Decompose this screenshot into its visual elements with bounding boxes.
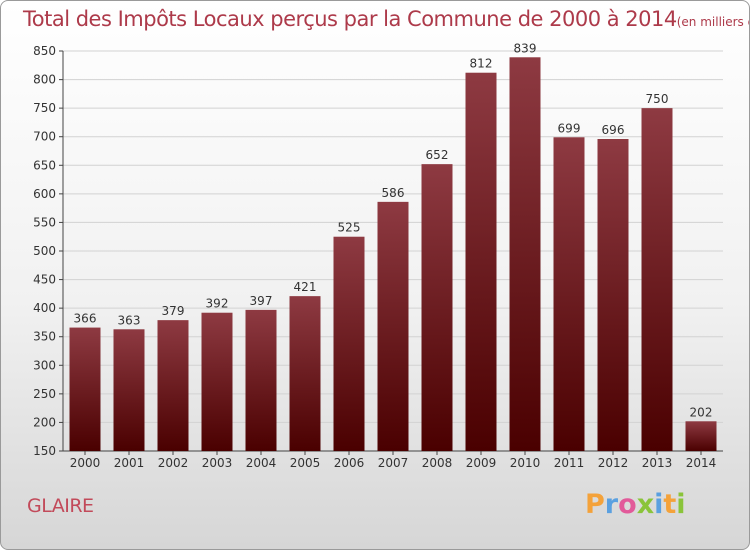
x-tick-label: 2012	[598, 456, 629, 470]
x-tick-label: 2013	[642, 456, 673, 470]
proxiti-logo: Proxiti	[585, 489, 686, 520]
bar	[421, 164, 453, 451]
bar-value-labels: 366 363 379 392 397 421 525 586 652 812 839 699 696 7…	[74, 41, 713, 419]
y-tick-label: 250	[33, 387, 56, 401]
bar	[509, 57, 541, 452]
y-tick-label: 400	[33, 301, 56, 315]
bar-value-label: 366	[74, 312, 97, 326]
bar	[245, 309, 277, 451]
x-tick-label: 2010	[510, 456, 541, 470]
y-tick-label: 550	[33, 215, 56, 229]
x-tick-label: 2014	[686, 456, 717, 470]
y-tick-label: 800	[33, 73, 56, 87]
y-tick-label: 300	[33, 358, 56, 372]
bar	[289, 296, 321, 451]
bar	[113, 329, 145, 451]
logo-letter: P	[585, 489, 605, 520]
x-tick-label: 2005	[290, 456, 321, 470]
y-tick-label: 350	[33, 330, 56, 344]
bar-value-label: 839	[514, 41, 537, 55]
bar	[157, 320, 189, 451]
bar-value-label: 699	[558, 121, 581, 135]
y-tick-label: 850	[33, 44, 56, 58]
y-tick-label: 500	[33, 244, 56, 258]
x-tick-label: 2008	[422, 456, 453, 470]
bar-value-label: 379	[162, 304, 185, 318]
y-tick-label: 600	[33, 187, 56, 201]
chart-title-text: Total des Impôts Locaux perçus par la Co…	[23, 7, 677, 31]
bar-value-label: 525	[338, 221, 361, 235]
y-tick-label: 150	[33, 444, 56, 458]
bar	[641, 108, 673, 452]
x-tick-label: 2004	[246, 456, 277, 470]
bar	[69, 327, 101, 451]
y-tick-label: 700	[33, 130, 56, 144]
bar-value-label: 652	[426, 148, 449, 162]
y-tick-label: 750	[33, 101, 56, 115]
bar-value-label: 421	[294, 280, 317, 294]
y-tick-label: 450	[33, 273, 56, 287]
bar-value-label: 750	[646, 92, 669, 106]
bars	[69, 57, 717, 452]
x-tick-label: 2003	[202, 456, 233, 470]
bar-value-label: 202	[690, 405, 713, 419]
x-tick-label: 2002	[158, 456, 189, 470]
x-tick-label: 2000	[70, 456, 101, 470]
y-tick-label: 650	[33, 158, 56, 172]
x-tick-labels: 2000 2001 2002 2003 2004 2005 2006 2007 2008 2009…	[70, 456, 717, 470]
bar	[553, 137, 585, 452]
bar-value-label: 392	[206, 297, 229, 311]
chart-unit-text: (en milliers d'€)	[676, 15, 749, 29]
y-tick-labels: 150 200 250 300 350 400 450 500 550 600 650 700 750 8…	[33, 44, 56, 458]
logo-letter: x	[636, 489, 655, 520]
chart-title: Total des Impôts Locaux perçus par la Co…	[23, 7, 749, 31]
bar-value-label: 363	[118, 313, 141, 327]
logo-letter: i	[654, 489, 664, 520]
x-tick-label: 2006	[334, 456, 365, 470]
bar-value-label: 812	[470, 57, 493, 71]
bar	[597, 139, 629, 451]
logo-letter: r	[604, 489, 619, 520]
bar	[685, 421, 717, 451]
bar	[201, 312, 233, 451]
logo-letter: o	[618, 489, 637, 520]
bar	[465, 72, 497, 451]
bar-value-label: 696	[602, 123, 625, 137]
x-tick-label: 2011	[554, 456, 585, 470]
x-tick-label: 2009	[466, 456, 497, 470]
commune-name: GLAIRE	[27, 495, 94, 517]
logo-letter: t	[663, 489, 677, 520]
x-tick-label: 2007	[378, 456, 409, 470]
x-tick-label: 2001	[114, 456, 145, 470]
bar-value-label: 586	[382, 186, 405, 200]
logo-letter: i	[676, 489, 686, 520]
bar	[333, 236, 365, 451]
bar	[377, 201, 409, 451]
y-tick-label: 200	[33, 415, 56, 429]
bar-value-label: 397	[250, 294, 273, 308]
